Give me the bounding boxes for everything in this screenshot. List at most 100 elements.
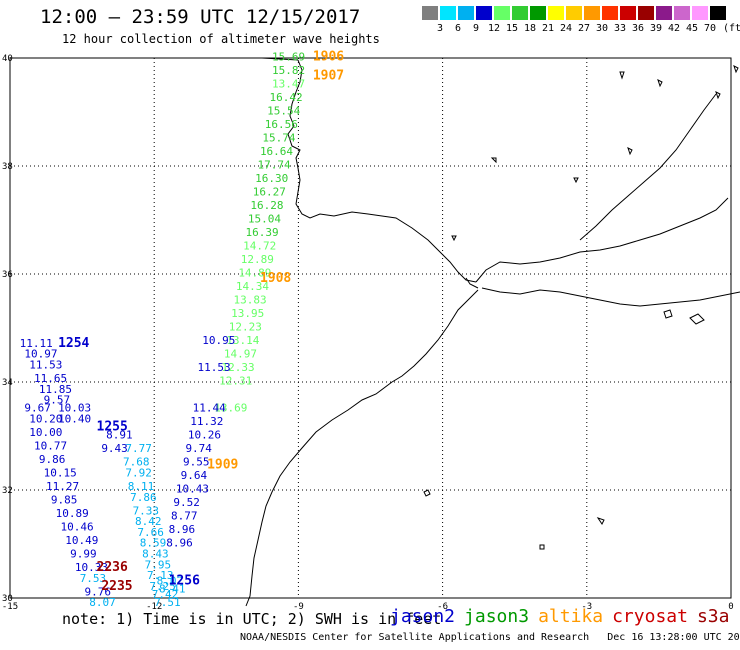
lat-tick-label: 38 bbox=[2, 162, 13, 172]
color-scale-label: 18 bbox=[523, 23, 537, 34]
satellite-legend-jason2: jason2 bbox=[390, 606, 456, 627]
swh-value-jason3: 14.34 bbox=[236, 280, 269, 293]
color-swatch bbox=[620, 6, 636, 20]
swh-value-jason2: 11.27 bbox=[46, 480, 79, 493]
color-scale-label: 33 bbox=[613, 23, 627, 34]
swh-value-jason2: 10.33 bbox=[75, 561, 108, 574]
swh-value-jason3: 16.28 bbox=[250, 199, 283, 212]
swh-value-jason3: 13.14 bbox=[226, 334, 259, 347]
swh-value-jason2: 8.96 bbox=[166, 537, 193, 550]
lat-tick-label: 34 bbox=[2, 378, 13, 388]
iberia-med-coast bbox=[475, 197, 729, 283]
swh-value-jason2: 8.77 bbox=[171, 510, 198, 523]
strait-gibraltar bbox=[465, 277, 479, 289]
color-scale-label: 12 bbox=[487, 23, 501, 34]
satellite-legend: jason2 jason3 altika cryosat s3a bbox=[390, 606, 738, 627]
swh-value-jason2: 10.49 bbox=[65, 534, 98, 547]
swh-value-jason3: 14.72 bbox=[243, 240, 276, 253]
pass-label-jason2: 1255 bbox=[97, 420, 128, 435]
color-scale-label: 6 bbox=[454, 23, 462, 34]
swh-value-jason2: 10.00 bbox=[29, 426, 62, 439]
swh-value-jason2: 9.55 bbox=[183, 456, 210, 469]
color-scale-label: 70 bbox=[703, 23, 717, 34]
swh-value-jason3: 17.74 bbox=[258, 159, 291, 172]
lat-tick-label: 36 bbox=[2, 270, 13, 280]
iberia-atlantic-coast bbox=[287, 59, 477, 283]
inland-water-3 bbox=[627, 147, 633, 156]
swh-value-s3a: 7.68 bbox=[123, 456, 150, 469]
swh-value-jason2: 9.57 bbox=[44, 394, 71, 407]
swh-value-jason2: 11.65 bbox=[34, 372, 67, 385]
color-scale-label: 36 bbox=[631, 23, 645, 34]
swh-value-jason2: 8.91 bbox=[106, 429, 133, 442]
pass-label-altika: 1906 bbox=[313, 50, 344, 65]
swh-value-jason3: 15.82 bbox=[272, 64, 305, 77]
swh-value-jason3: 16.42 bbox=[270, 91, 303, 104]
swh-value-jason2: 10.15 bbox=[44, 467, 77, 480]
color-swatch bbox=[584, 6, 600, 20]
satellite-legend-jason3: jason3 bbox=[464, 606, 530, 627]
page-title: 12:00 – 23:59 UTC 12/15/2017 bbox=[40, 6, 361, 28]
color-scale-label: 3 bbox=[436, 23, 444, 34]
swh-value-jason3: 15.04 bbox=[248, 213, 281, 226]
pass-label-altika: 1909 bbox=[207, 457, 238, 472]
africa-atlantic-coast bbox=[245, 289, 479, 607]
swh-value-jason3: 12.23 bbox=[229, 321, 262, 334]
pass-label-s3a: 2235 bbox=[101, 579, 132, 594]
swh-value-jason2: 10.40 bbox=[58, 413, 91, 426]
swh-value-s3a: 8.42 bbox=[135, 515, 162, 528]
swh-value-jason3: 14.97 bbox=[224, 348, 257, 361]
color-scale-unit: (ft) bbox=[722, 23, 740, 34]
swh-value-s3a: 7.33 bbox=[133, 504, 160, 517]
canary-island-1 bbox=[423, 489, 431, 497]
swh-value-jason2: 11.32 bbox=[190, 415, 223, 428]
color-scale-label: 27 bbox=[577, 23, 591, 34]
lat-tick-label: 32 bbox=[2, 486, 13, 496]
swh-value-jason2: 9.67 bbox=[24, 402, 50, 415]
swh-value-jason2: 8.96 bbox=[169, 523, 196, 536]
swh-value-jason2: 11.53 bbox=[29, 359, 62, 372]
swh-value-s3a: 8.41 bbox=[159, 583, 186, 596]
color-swatch bbox=[638, 6, 654, 20]
lat-tick-label: 30 bbox=[2, 594, 13, 604]
swh-value-jason3: 13.95 bbox=[231, 307, 264, 320]
swh-value-jason2: 9.99 bbox=[70, 548, 97, 561]
footer-note: note: 1) Time is in UTC; 2) SWH is in fe… bbox=[62, 610, 442, 628]
color-scale-label: 15 bbox=[505, 23, 519, 34]
swh-value-s3a: 8.43 bbox=[142, 548, 169, 561]
swh-value-s3a: 7.25 bbox=[149, 580, 176, 593]
swh-value-s3a: 7.42 bbox=[152, 588, 179, 601]
swh-value-jason3: 12.31 bbox=[219, 375, 252, 388]
swh-value-jason3: 16.39 bbox=[246, 226, 279, 239]
color-swatch bbox=[476, 6, 492, 20]
color-swatch bbox=[602, 6, 618, 20]
inland-water-6 bbox=[657, 79, 663, 88]
swh-value-jason3: 13.83 bbox=[234, 294, 267, 307]
map-frame bbox=[9, 57, 732, 599]
swh-value-jason2: 9.86 bbox=[39, 453, 65, 466]
swh-value-s3a: 8.59 bbox=[140, 537, 167, 550]
swh-value-jason2: 11.11 bbox=[20, 337, 53, 350]
swh-value-jason2: 10.95 bbox=[202, 334, 235, 347]
lon-tick-label: -3 bbox=[581, 602, 592, 612]
color-swatch bbox=[674, 6, 690, 20]
swh-value-jason3: 16.27 bbox=[253, 186, 286, 199]
swh-value-jason2: 7.53 bbox=[80, 572, 107, 585]
africa-med-coast bbox=[481, 287, 740, 307]
swh-value-s3a: 7.51 bbox=[154, 596, 181, 609]
lat-lon-grid bbox=[9, 57, 732, 599]
color-swatch bbox=[440, 6, 456, 20]
swh-value-jason3: 16.64 bbox=[260, 145, 293, 158]
lon-tick-label: -15 bbox=[2, 602, 18, 612]
swh-value-jason2: 9.74 bbox=[185, 442, 212, 455]
swh-value-jason2: 10.03 bbox=[58, 402, 91, 415]
swh-value-jason2: 10.77 bbox=[34, 440, 67, 453]
swh-value-jason3: 13.69 bbox=[214, 402, 247, 415]
swh-value-jason2: 10.89 bbox=[56, 507, 89, 520]
swh-value-jason2: 9.52 bbox=[173, 496, 200, 509]
color-scale-label: 21 bbox=[541, 23, 555, 34]
swh-value-jason2: 11.53 bbox=[197, 361, 230, 374]
swh-value-s3a: 8.11 bbox=[128, 480, 155, 493]
swh-value-jason3: 16.56 bbox=[265, 118, 298, 131]
